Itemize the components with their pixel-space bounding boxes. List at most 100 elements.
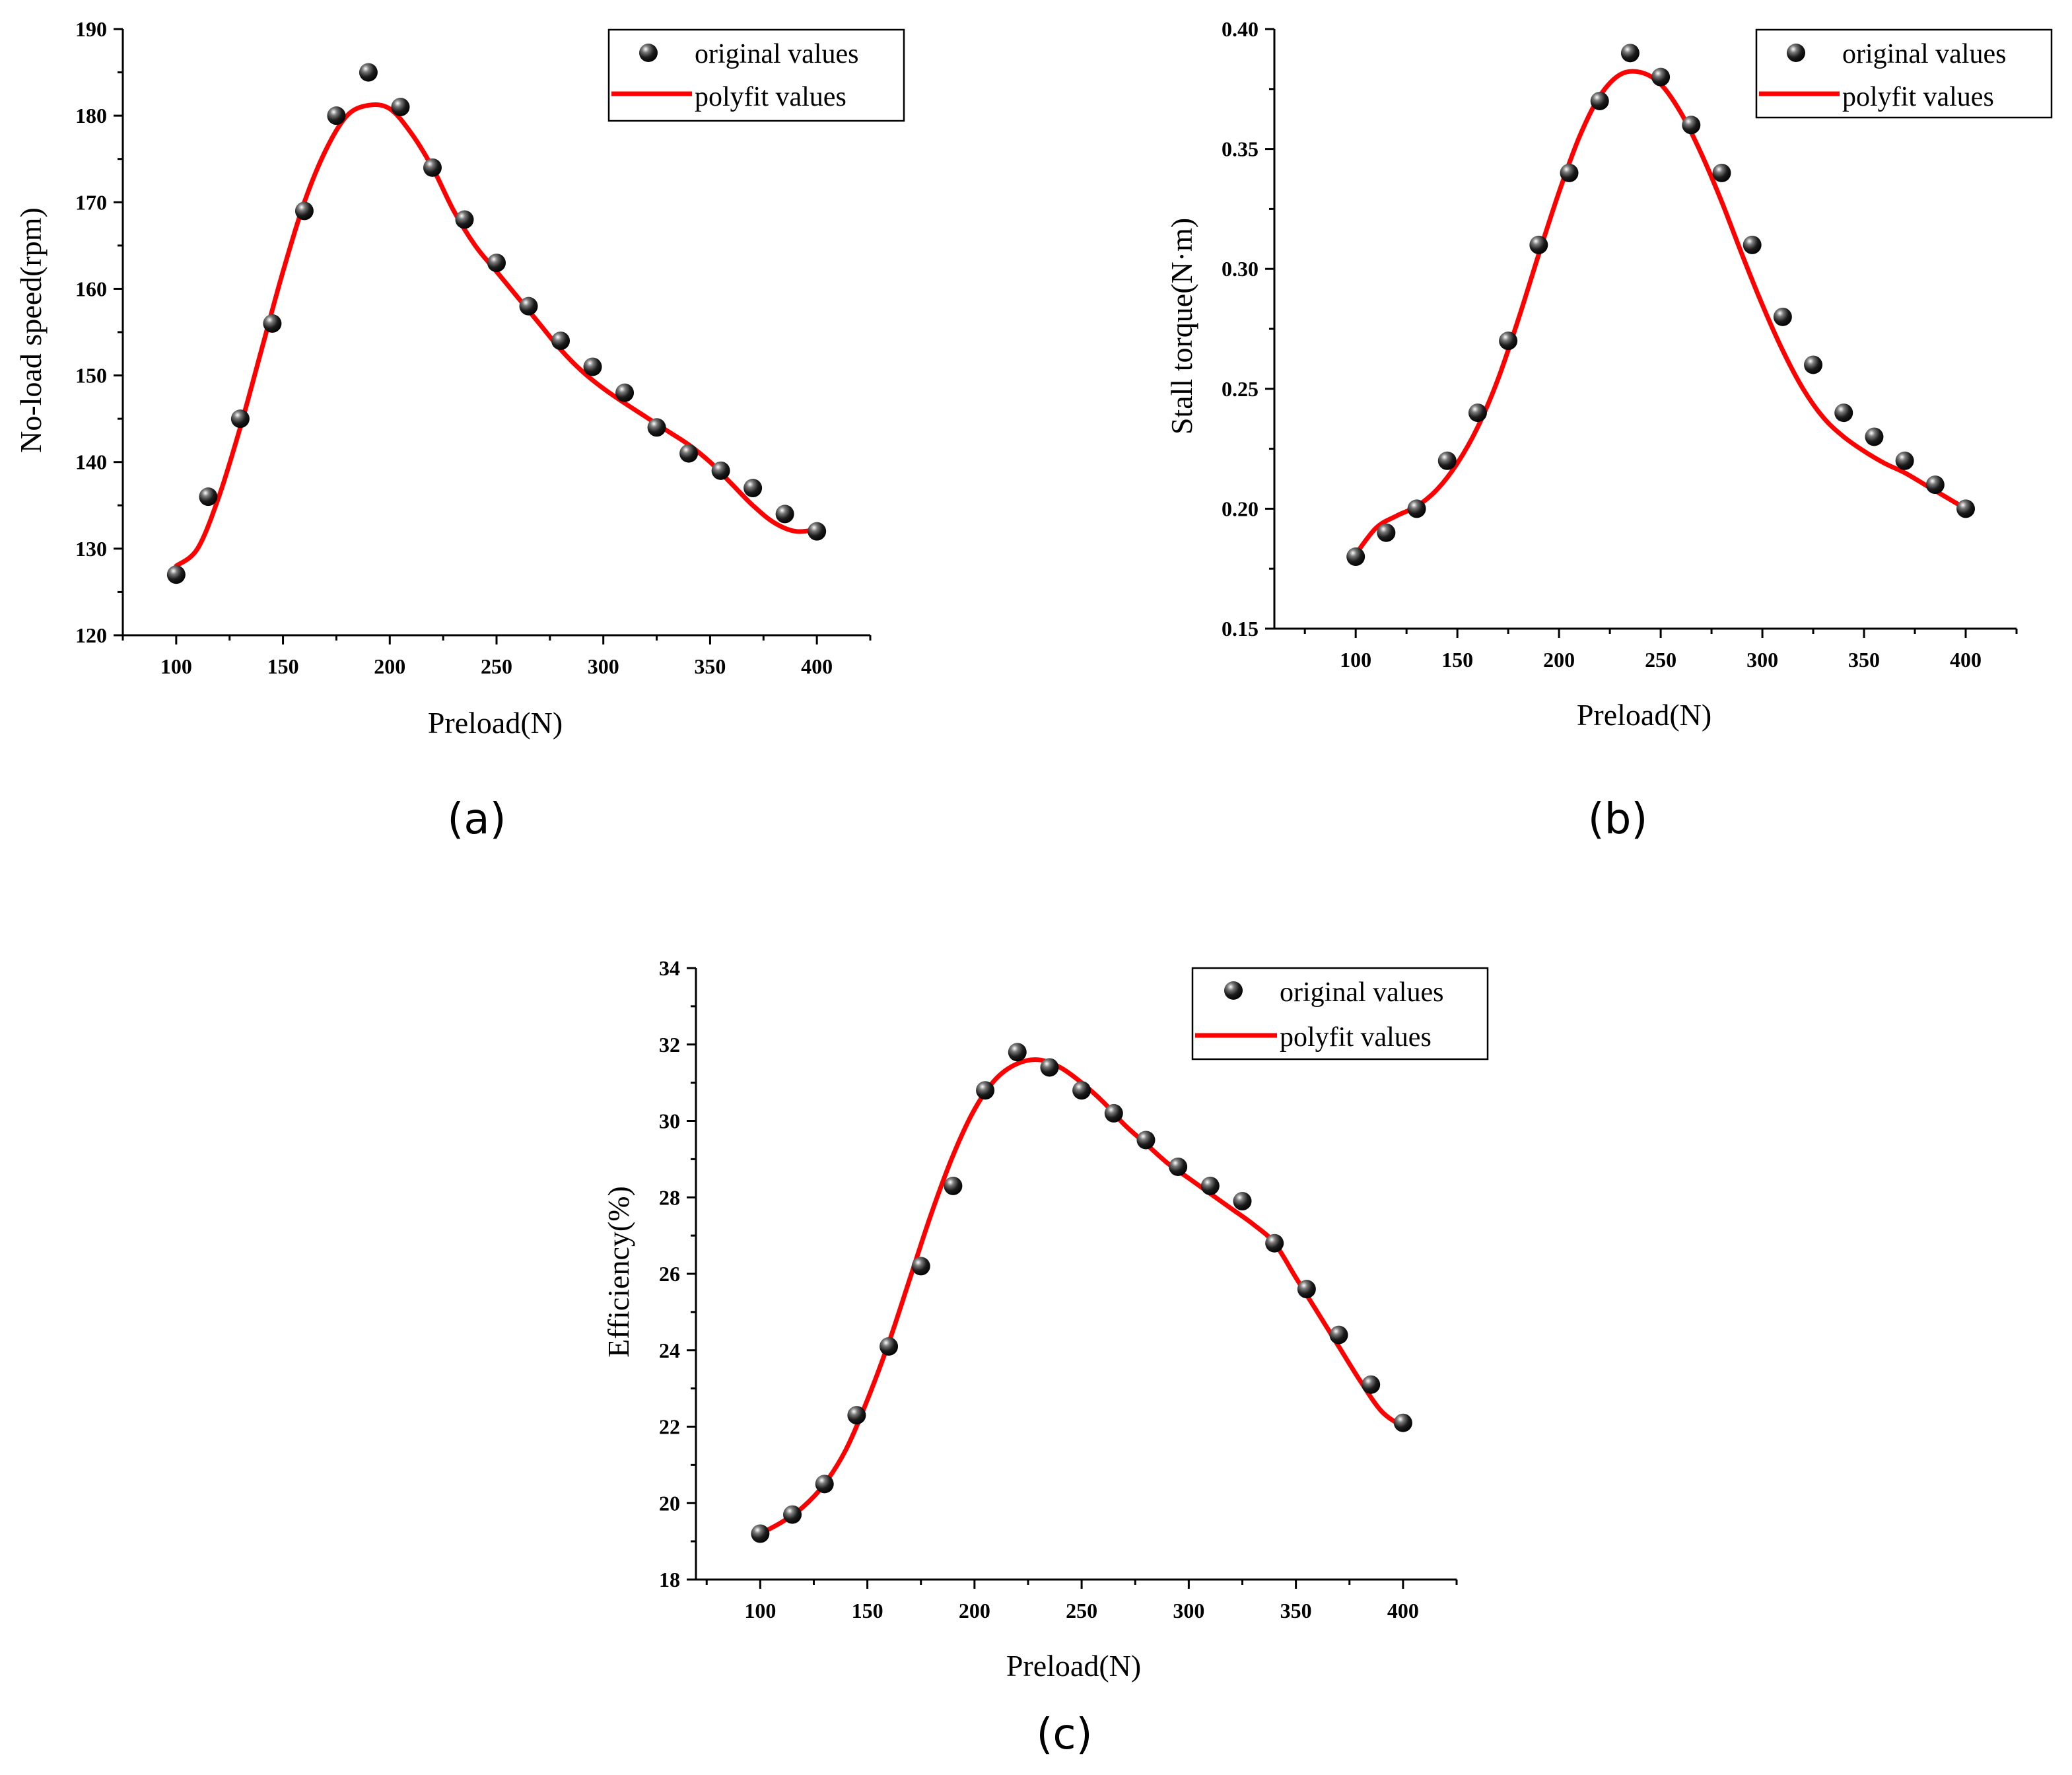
data-point-a (455, 210, 474, 229)
data-point-b (1560, 163, 1579, 182)
data-point-c (1072, 1081, 1091, 1100)
legend-marker-a (639, 44, 658, 62)
x-tick-label-b: 350 (1848, 648, 1880, 672)
data-point-c (1136, 1131, 1156, 1150)
data-point-c (1362, 1375, 1381, 1394)
data-point-b (1346, 547, 1365, 567)
legend-b: original values polyfit values (1755, 28, 2053, 119)
data-point-c (1265, 1234, 1284, 1253)
x-axis-title-c: Preload(N) (1006, 1649, 1141, 1683)
data-point-a (679, 444, 699, 463)
x-tick-label-b: 100 (1340, 648, 1371, 672)
data-point-c (1008, 1043, 1027, 1062)
data-point-b (1712, 163, 1731, 182)
y-tick-label-a: 130 (75, 537, 107, 561)
x-tick-label-a: 250 (481, 654, 512, 678)
legend-original-label-a: original values (695, 39, 858, 69)
y-tick-label-c: 24 (659, 1339, 680, 1362)
y-tick-label-c: 28 (659, 1185, 680, 1209)
y-tick-label-a: 180 (75, 104, 107, 127)
y-tick-label-b: 0.35 (1222, 137, 1259, 161)
data-point-b (1925, 475, 1945, 495)
x-tick-label-c: 400 (1387, 1599, 1419, 1622)
legend-marker-b (1787, 44, 1805, 62)
data-point-b (1804, 355, 1823, 374)
y-tick-label-c: 20 (659, 1491, 680, 1515)
legend-original-label-b: original values (1842, 39, 2006, 69)
y-tick-label-c: 30 (659, 1109, 680, 1133)
data-point-a (199, 487, 218, 506)
x-tick-label-b: 300 (1746, 648, 1778, 672)
axes-a: 100 150 200 250 300 350 400 120 130 140 150 160 170 1… (75, 17, 872, 678)
y-tick-label-a: 170 (75, 190, 107, 214)
polyfit-curve-b (1353, 69, 1968, 557)
data-point-c (847, 1406, 866, 1425)
y-axis-title-a: No-load speed(rpm) (14, 207, 48, 453)
data-point-c (1297, 1280, 1316, 1299)
legend-box-b (1755, 28, 2053, 119)
data-point-a (230, 409, 250, 429)
data-point-b (1956, 499, 1976, 518)
points-a (166, 63, 827, 584)
x-tick-label-a: 100 (160, 654, 192, 678)
fit-line-c (757, 1057, 1406, 1537)
x-tick-label-a: 350 (694, 654, 726, 678)
data-point-a (583, 357, 602, 376)
data-point-c (1233, 1192, 1252, 1211)
data-point-b (1834, 403, 1853, 423)
data-point-c (1104, 1103, 1123, 1123)
x-tick-label-b: 150 (1441, 648, 1473, 672)
data-point-c (880, 1337, 899, 1356)
y-tick-label-c: 34 (659, 956, 680, 980)
y-tick-label-b: 0.30 (1222, 257, 1259, 281)
data-point-a (263, 314, 282, 333)
data-point-c (1200, 1176, 1220, 1195)
fit-line-b (1353, 69, 1968, 557)
y-tick-label-a: 160 (75, 277, 107, 300)
x-tick-label-c: 350 (1280, 1599, 1312, 1622)
x-tick-label-c: 100 (744, 1599, 776, 1622)
y-tick-label-a: 120 (75, 623, 107, 647)
legend-c: original values polyfit values (1191, 967, 1489, 1061)
data-point-a (487, 254, 506, 273)
legend-fit-label-c: polyfit values (1280, 1022, 1432, 1053)
data-point-c (976, 1081, 995, 1100)
data-point-a (551, 331, 570, 351)
y-tick-label-b: 0.40 (1222, 17, 1259, 41)
panel-label-a: (a) (447, 795, 506, 844)
data-point-c (1040, 1058, 1059, 1077)
data-point-b (1773, 307, 1792, 326)
data-point-c (751, 1524, 770, 1543)
chart-panel-a: 100 150 200 250 300 350 400 120 130 140 150 160 170 1… (14, 17, 905, 844)
x-tick-label-b: 400 (1950, 648, 1982, 672)
data-point-c (815, 1475, 834, 1494)
x-tick-label-c: 300 (1173, 1599, 1204, 1622)
data-point-a (166, 565, 186, 584)
x-axis-title-b: Preload(N) (1577, 698, 1711, 732)
data-point-c (783, 1505, 802, 1524)
x-tick-label-a: 400 (801, 654, 833, 678)
polyfit-curve-a (174, 102, 819, 569)
y-tick-label-a: 190 (75, 17, 107, 41)
data-point-b (1743, 235, 1762, 254)
data-point-a (808, 522, 827, 541)
data-point-a (423, 158, 442, 177)
data-point-c (1393, 1413, 1412, 1432)
x-tick-label-a: 300 (588, 654, 619, 678)
data-point-a (647, 418, 666, 437)
data-point-a (743, 479, 763, 498)
x-tick-label-a: 200 (374, 654, 405, 678)
data-point-b (1529, 235, 1548, 254)
axes-b: 100 150 200 250 300 350 400 0.15 0.20 0.25 0.30 0.3… (1222, 17, 2018, 672)
legend-original-label-c: original values (1280, 977, 1443, 1008)
x-tick-label-b: 200 (1543, 648, 1575, 672)
y-tick-label-a: 150 (75, 364, 107, 388)
panel-label-c: (c) (1036, 1710, 1092, 1759)
data-point-a (711, 461, 730, 480)
x-axis-title-a: Preload(N) (428, 706, 563, 740)
y-tick-label-c: 26 (659, 1262, 680, 1286)
y-tick-label-a: 140 (75, 450, 107, 474)
x-tick-label-c: 250 (1066, 1599, 1097, 1622)
y-tick-label-c: 18 (659, 1568, 680, 1591)
